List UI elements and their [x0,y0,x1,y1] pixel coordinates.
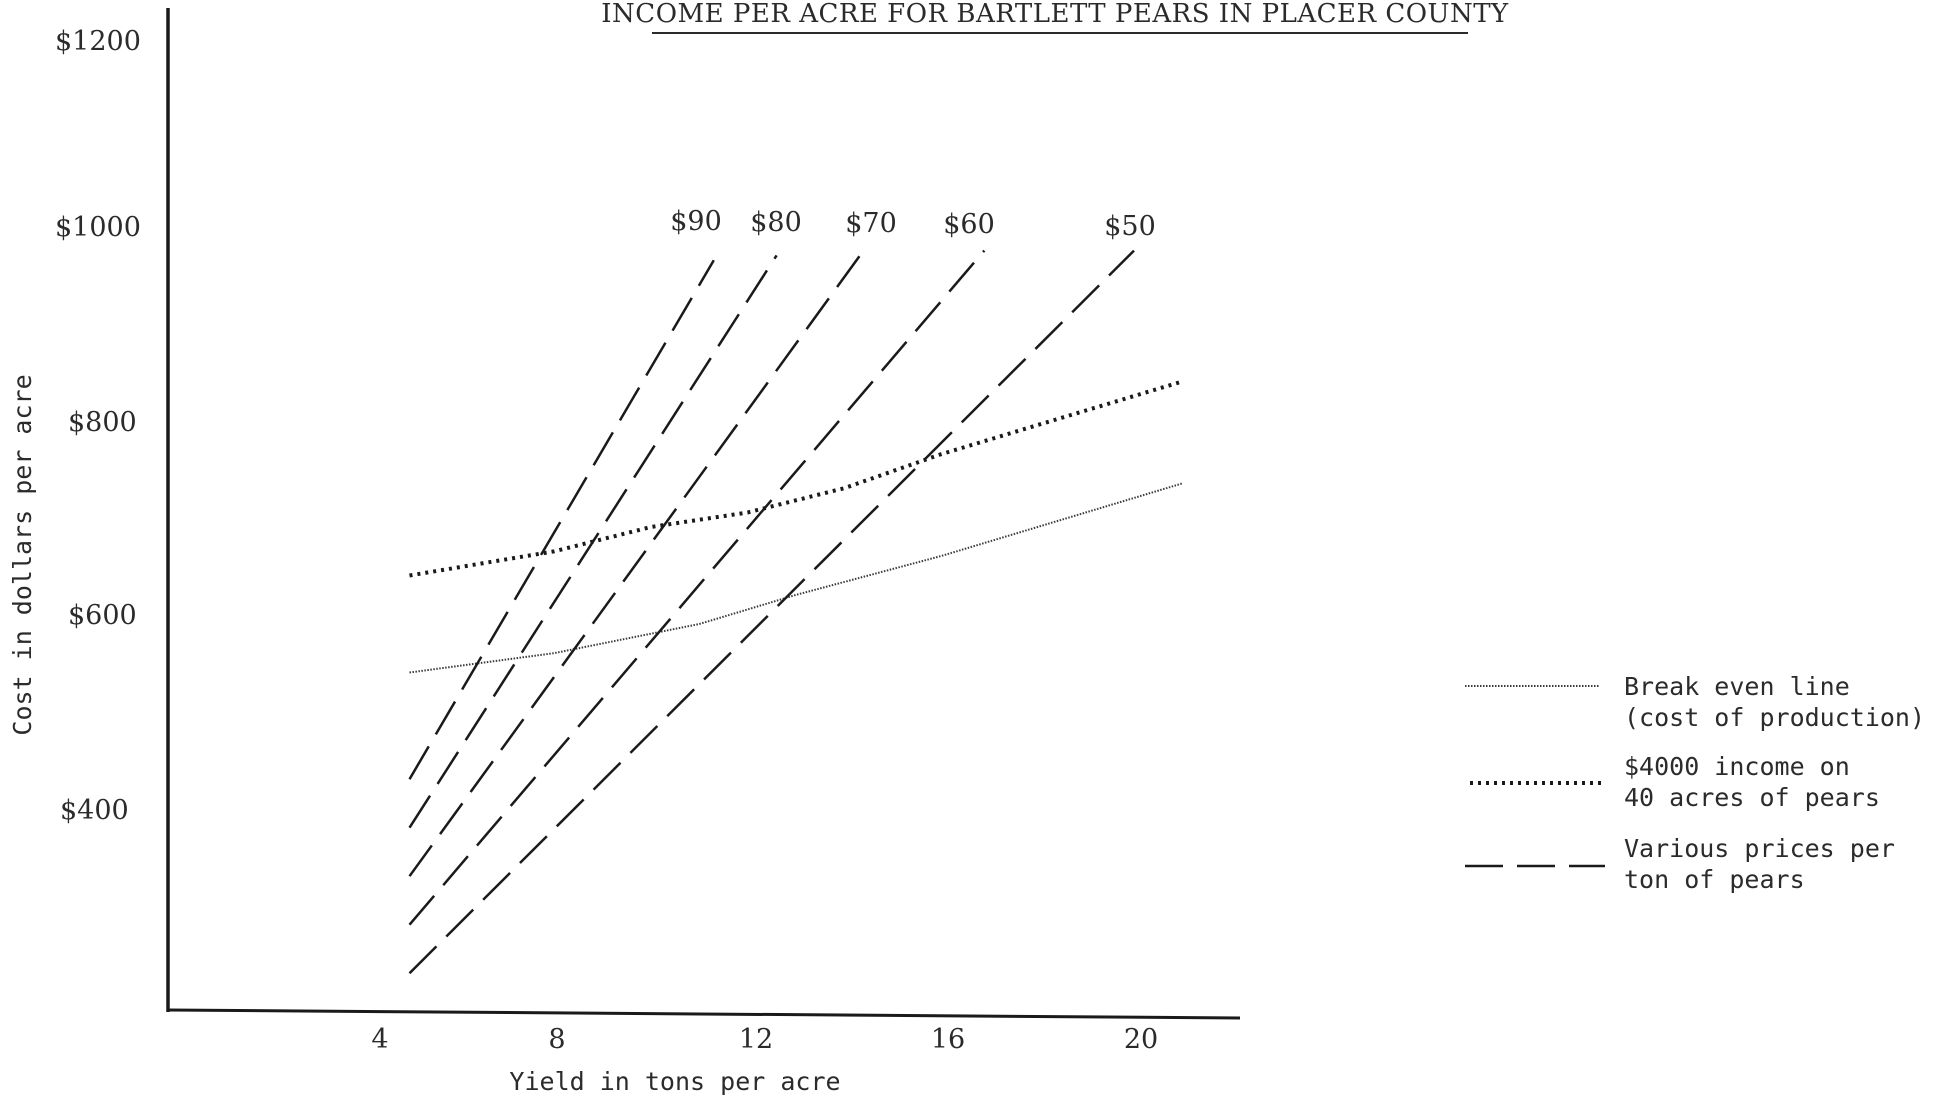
series-layer [408,249,1183,975]
price-labels: $90 $80 $70 $60 $50 [670,206,1156,242]
series-line-break-even-line-cost-of-production [409,482,1183,674]
x-axis [167,1008,1241,1020]
series-line-4000-income-on-40-acres-of-pears [409,379,1183,578]
legend-label-various-prices-1: Various prices per [1624,834,1895,863]
chart-title: INCOME PER ACRE FOR BARTLETT PEARS IN PL… [601,0,1509,29]
price-label-80: $80 [750,207,802,238]
series-line-70 [408,249,865,877]
x-tick-label: 4 [371,1024,388,1055]
price-label-70: $70 [845,208,897,239]
legend: Break even line (cost of production) $40… [1465,672,1925,894]
series-line-80 [408,254,778,829]
y-tick-label: $600 [68,600,137,631]
series-line-90 [408,259,715,780]
legend-label-4000-income-2: 40 acres of pears [1624,783,1880,812]
x-tick-label: 20 [1124,1024,1158,1055]
legend-label-break-even-2: (cost of production) [1624,703,1925,732]
price-label-60: $60 [943,209,995,240]
x-tick-label: 12 [739,1024,773,1055]
x-tick-labels: 4 8 12 16 20 [371,1024,1158,1055]
series-line-50 [408,249,1135,975]
y-tick-labels: $400 $600 $800 $1000 $1200 [55,26,141,826]
x-tick-label: 16 [931,1024,965,1055]
price-label-90: $90 [670,206,722,237]
legend-label-break-even-1: Break even line [1624,672,1850,701]
y-tick-label: $1200 [55,26,141,57]
x-tick-label: 8 [548,1024,565,1055]
price-label-50: $50 [1104,211,1156,242]
legend-label-various-prices-2: ton of pears [1624,865,1805,894]
y-tick-label: $1000 [55,212,141,243]
series-line-60 [408,249,986,926]
x-axis-label: Yield in tons per acre [509,1067,840,1096]
y-tick-label: $800 [68,407,137,438]
y-axis-label: Cost in dollars per acre [8,374,37,735]
y-tick-label: $400 [60,795,129,826]
legend-label-4000-income-1: $4000 income on [1624,752,1850,781]
axes [166,8,1241,1020]
